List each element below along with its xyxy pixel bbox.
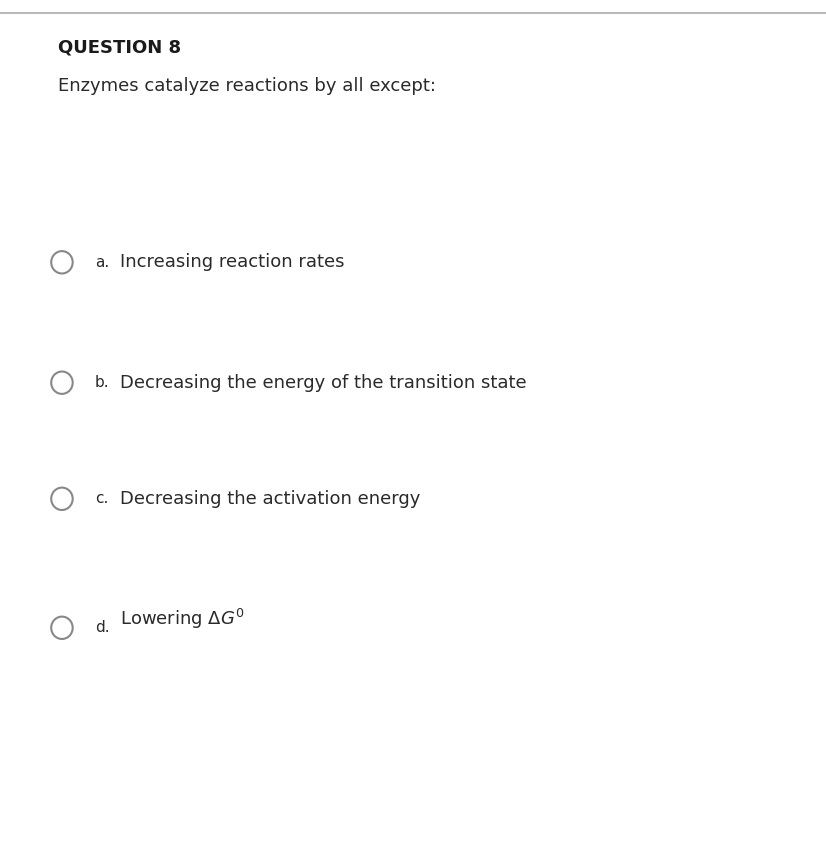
Text: Increasing reaction rates: Increasing reaction rates <box>120 254 344 271</box>
Text: c.: c. <box>95 491 108 507</box>
Text: Decreasing the energy of the transition state: Decreasing the energy of the transition … <box>120 374 526 391</box>
Text: Lowering $\Delta G^0$: Lowering $\Delta G^0$ <box>120 607 244 631</box>
Text: b.: b. <box>95 375 110 390</box>
Text: Enzymes catalyze reactions by all except:: Enzymes catalyze reactions by all except… <box>58 77 436 95</box>
Text: Decreasing the activation energy: Decreasing the activation energy <box>120 490 420 507</box>
Text: d.: d. <box>95 620 110 636</box>
Text: a.: a. <box>95 255 109 270</box>
Text: QUESTION 8: QUESTION 8 <box>58 39 181 57</box>
